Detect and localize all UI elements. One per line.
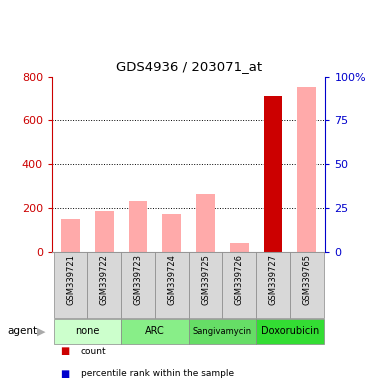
Bar bbox=[189, 252, 223, 318]
Bar bbox=[223, 252, 256, 318]
Bar bbox=[230, 243, 249, 252]
Text: GSM339726: GSM339726 bbox=[235, 254, 244, 305]
Bar bbox=[121, 319, 189, 344]
Bar bbox=[54, 252, 87, 318]
Text: percentile rank within the sample: percentile rank within the sample bbox=[81, 369, 234, 378]
Text: GSM339723: GSM339723 bbox=[134, 254, 142, 305]
Text: count: count bbox=[81, 347, 107, 356]
Text: ■: ■ bbox=[60, 369, 69, 379]
Text: none: none bbox=[75, 326, 100, 336]
Text: GSM339721: GSM339721 bbox=[66, 254, 75, 305]
Text: ■: ■ bbox=[60, 346, 69, 356]
Text: GSM339722: GSM339722 bbox=[100, 254, 109, 305]
Bar bbox=[189, 319, 256, 344]
Text: GSM339724: GSM339724 bbox=[167, 254, 176, 305]
Text: agent: agent bbox=[8, 326, 38, 336]
Text: Doxorubicin: Doxorubicin bbox=[261, 326, 319, 336]
Bar bbox=[264, 96, 282, 252]
Bar bbox=[162, 214, 181, 252]
Text: ARC: ARC bbox=[145, 326, 165, 336]
Bar bbox=[256, 252, 290, 318]
Bar bbox=[95, 211, 114, 252]
Title: GDS4936 / 203071_at: GDS4936 / 203071_at bbox=[116, 60, 262, 73]
Bar bbox=[54, 319, 121, 344]
Bar bbox=[61, 219, 80, 252]
Bar bbox=[129, 201, 147, 252]
Text: ▶: ▶ bbox=[37, 326, 45, 336]
Bar bbox=[256, 319, 324, 344]
Bar bbox=[121, 252, 155, 318]
Bar bbox=[196, 194, 215, 252]
Bar bbox=[87, 252, 121, 318]
Text: GSM339727: GSM339727 bbox=[268, 254, 278, 305]
Bar bbox=[290, 252, 324, 318]
Text: GSM339765: GSM339765 bbox=[302, 254, 311, 305]
Text: GSM339725: GSM339725 bbox=[201, 254, 210, 305]
Bar bbox=[155, 252, 189, 318]
Text: Sangivamycin: Sangivamycin bbox=[193, 327, 252, 336]
Bar bbox=[298, 87, 316, 252]
